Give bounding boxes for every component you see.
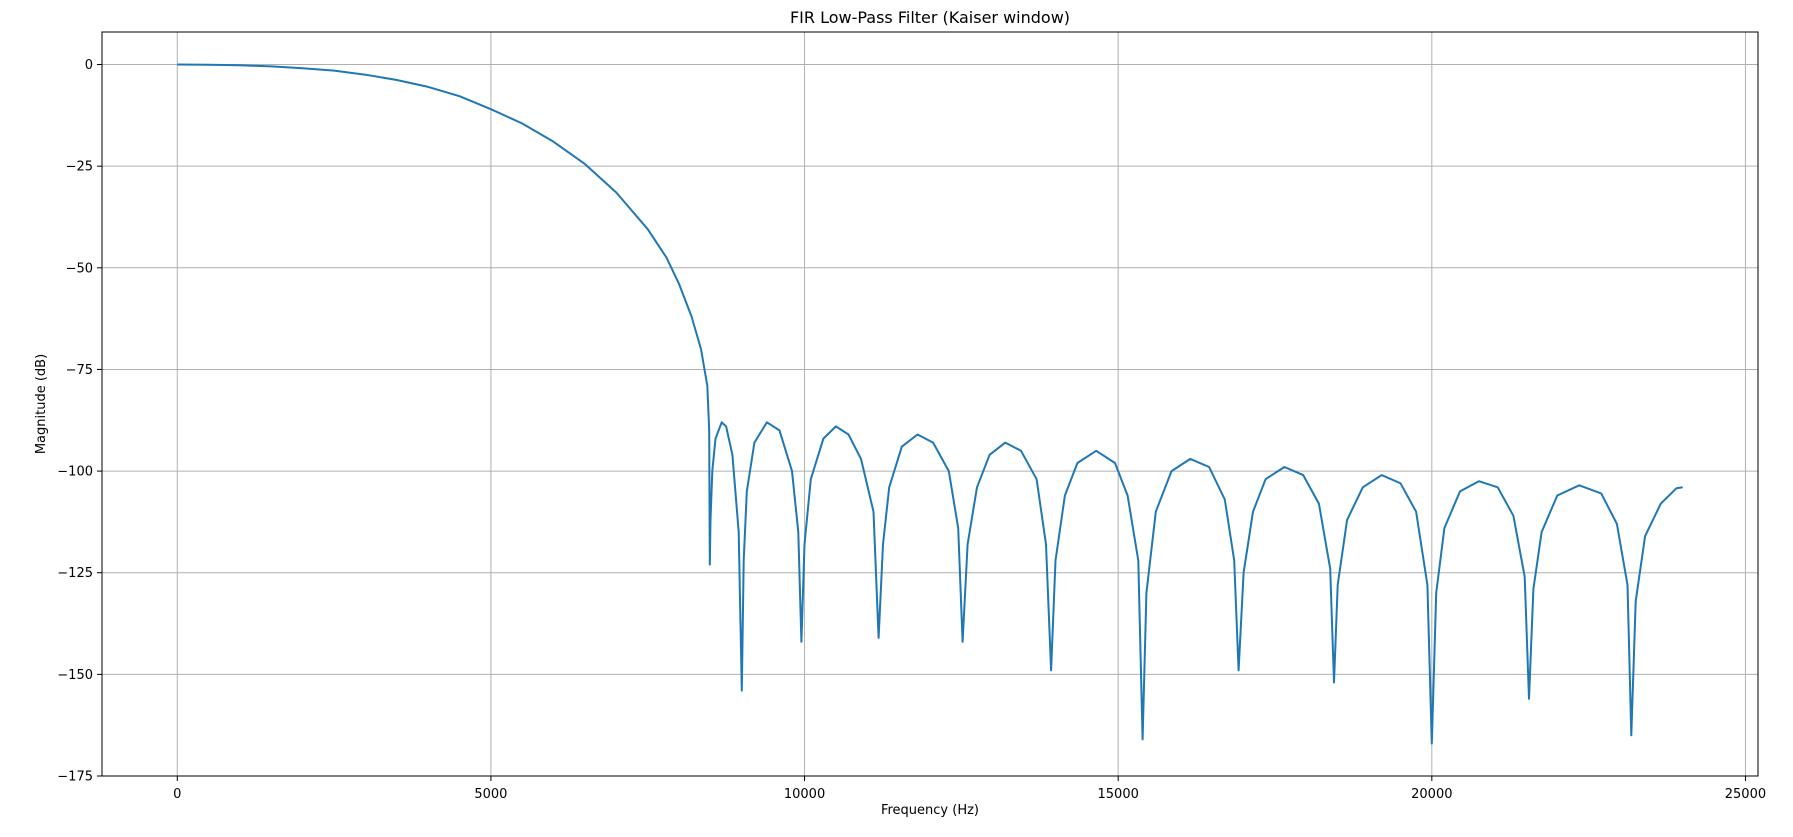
x-tick-label: 0 bbox=[173, 787, 181, 802]
y-axis-title: Magnitude (dB) bbox=[34, 354, 49, 454]
chart-title: FIR Low-Pass Filter (Kaiser window) bbox=[790, 8, 1070, 27]
ticks: 0 5000 10000 15000 20000 25000 0 −25 −50 −75 −100 −… bbox=[57, 58, 1766, 802]
y-tick-label: −100 bbox=[57, 465, 93, 480]
plot-frame bbox=[101, 31, 1759, 777]
y-tick-label: −150 bbox=[57, 668, 93, 683]
x-axis-title: Frequency (Hz) bbox=[881, 803, 979, 818]
x-tick-label: 20000 bbox=[1411, 787, 1452, 802]
y-tick-label: 0 bbox=[85, 58, 93, 73]
x-tick-label: 15000 bbox=[1098, 787, 1139, 802]
y-tick-label: −25 bbox=[66, 160, 93, 175]
x-tick-label: 25000 bbox=[1725, 787, 1766, 802]
y-tick-label: −50 bbox=[66, 261, 93, 276]
y-tick-label: −175 bbox=[57, 770, 93, 785]
x-tick-label: 10000 bbox=[784, 787, 825, 802]
y-tick-label: −125 bbox=[57, 566, 93, 581]
series-layer bbox=[177, 63, 1683, 745]
series-line bbox=[177, 63, 1683, 745]
y-tick-label: −75 bbox=[66, 363, 93, 378]
x-tick-label: 5000 bbox=[474, 787, 507, 802]
